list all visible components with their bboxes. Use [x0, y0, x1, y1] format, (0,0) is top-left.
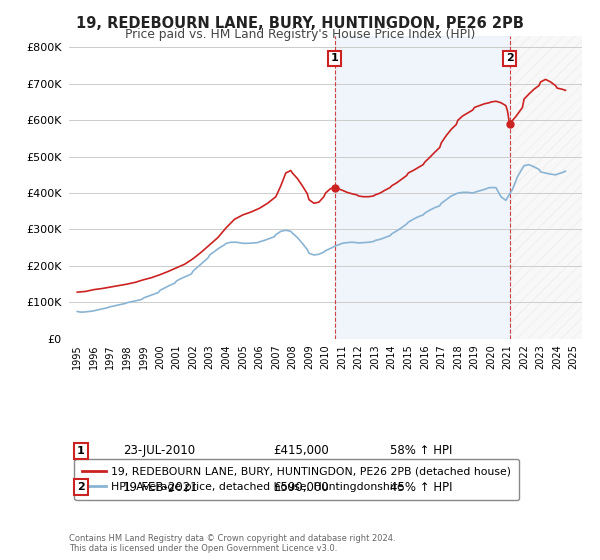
Bar	[335, 36, 509, 339]
Text: £415,000: £415,000	[273, 444, 329, 458]
Text: 1: 1	[77, 446, 85, 456]
Text: Price paid vs. HM Land Registry's House Price Index (HPI): Price paid vs. HM Land Registry's House …	[125, 28, 475, 41]
Text: £590,000: £590,000	[273, 480, 329, 494]
Legend: 19, REDEBOURN LANE, BURY, HUNTINGDON, PE26 2PB (detached house), HPI: Average pr: 19, REDEBOURN LANE, BURY, HUNTINGDON, PE…	[74, 459, 519, 500]
Text: 1: 1	[331, 53, 338, 63]
Text: 23-JUL-2010: 23-JUL-2010	[123, 444, 195, 458]
Text: Contains HM Land Registry data © Crown copyright and database right 2024.
This d: Contains HM Land Registry data © Crown c…	[69, 534, 395, 553]
Text: 19, REDEBOURN LANE, BURY, HUNTINGDON, PE26 2PB: 19, REDEBOURN LANE, BURY, HUNTINGDON, PE…	[76, 16, 524, 31]
Text: 19-FEB-2021: 19-FEB-2021	[123, 480, 199, 494]
Text: 2: 2	[506, 53, 514, 63]
Text: 58% ↑ HPI: 58% ↑ HPI	[390, 444, 452, 458]
Text: 45% ↑ HPI: 45% ↑ HPI	[390, 480, 452, 494]
Text: 2: 2	[77, 482, 85, 492]
Bar	[509, 36, 582, 339]
